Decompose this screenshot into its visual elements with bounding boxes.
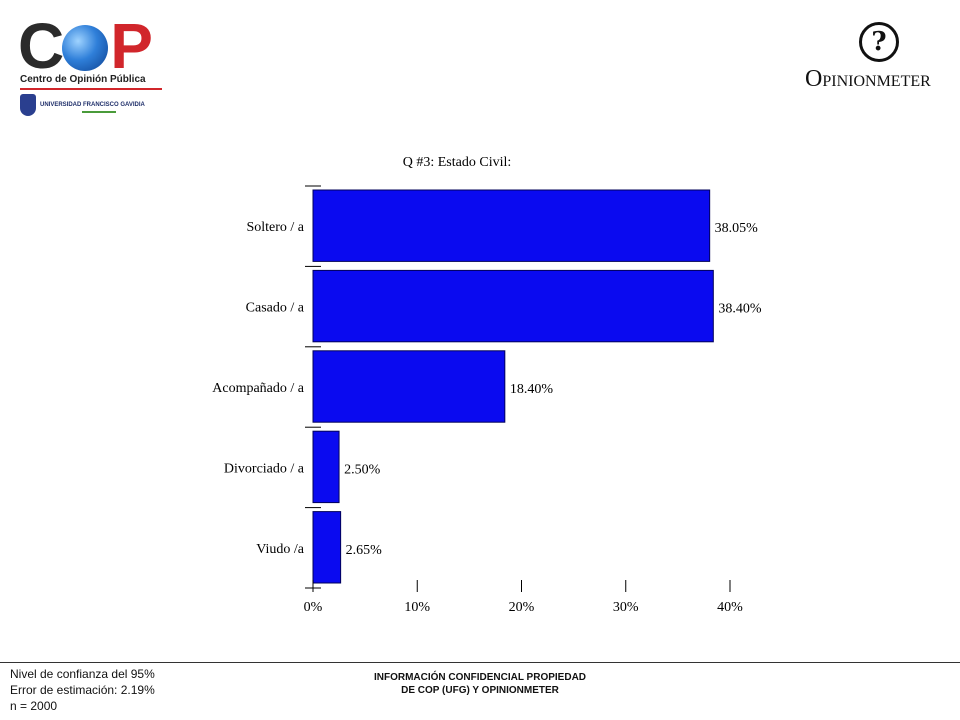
- bars-group: 38.05% 38.40% 18.40% 2.50% 2.65%: [312, 189, 762, 584]
- x-tick-label-4: 40%: [717, 600, 743, 615]
- confidential-notice: INFORMACIÓN CONFIDENCIAL PROPIEDAD DE CO…: [330, 671, 630, 697]
- data-label-2: 18.40%: [510, 382, 554, 397]
- confidential-line-2: DE COP (UFG) Y OPINIONMETER: [401, 685, 559, 696]
- data-label-4: 2.65%: [346, 543, 383, 558]
- cop-globe-icon: [62, 25, 109, 72]
- cop-letter-p: P: [110, 10, 153, 82]
- estimation-error: Error de estimación: 2.19%: [10, 683, 155, 697]
- ufg-name: UNIVERSIDAD FRANCISCO GAVIDIA: [40, 102, 145, 108]
- category-label-4: Viudo /a: [256, 542, 305, 557]
- category-label-2: Acompañado / a: [212, 381, 305, 396]
- bar-0: [312, 189, 711, 262]
- bar-chart: Q #3: Estado Civil: 38.05% 38.40% 18.40% 2.…: [212, 155, 762, 615]
- ufg-accent-bar: [82, 111, 116, 113]
- confidence-level: Nivel de confianza del 95%: [10, 667, 155, 681]
- opinionmeter-rest: PINIONMETER: [822, 73, 931, 90]
- footer-divider: [0, 662, 960, 663]
- opinionmeter-wordmark: OPINIONMETER: [805, 66, 931, 93]
- question-mark-icon: ?: [859, 22, 899, 62]
- category-label-1: Casado / a: [246, 301, 305, 316]
- bar-3: [312, 430, 340, 504]
- opinionmeter-logo: ? OPINIONMETER: [805, 22, 955, 102]
- axes-group: Soltero / a Casado / a Acompañado / a Divor…: [212, 185, 743, 615]
- data-label-0: 38.05%: [715, 221, 759, 236]
- cop-subtitle: Centro de Opinión Pública: [20, 74, 146, 85]
- x-tick-label-0: 0%: [304, 600, 323, 615]
- category-label-0: Soltero / a: [246, 220, 304, 235]
- x-tick-label-3: 30%: [613, 600, 639, 615]
- sample-size: n = 2000: [10, 699, 58, 713]
- cop-letter-c: C: [18, 10, 64, 82]
- x-tick-label-1: 10%: [404, 600, 430, 615]
- confidential-line-1: INFORMACIÓN CONFIDENCIAL PROPIEDAD: [373, 672, 587, 683]
- data-label-1: 38.40%: [718, 302, 762, 317]
- footer-stats: Nivel de confianza del 95% Error de esti…: [10, 666, 155, 714]
- opinionmeter-initial: O: [805, 66, 823, 92]
- cop-divider: [20, 88, 162, 90]
- bar-2: [312, 350, 506, 423]
- x-tick-label-2: 20%: [509, 600, 535, 615]
- data-label-3: 2.50%: [344, 462, 381, 477]
- ufg-crest-icon: [20, 94, 36, 116]
- bar-1: [312, 269, 714, 343]
- bar-4: [312, 511, 342, 584]
- chart-title: Q #3: Estado Civil:: [403, 155, 512, 170]
- category-label-3: Divorciado / a: [224, 461, 305, 476]
